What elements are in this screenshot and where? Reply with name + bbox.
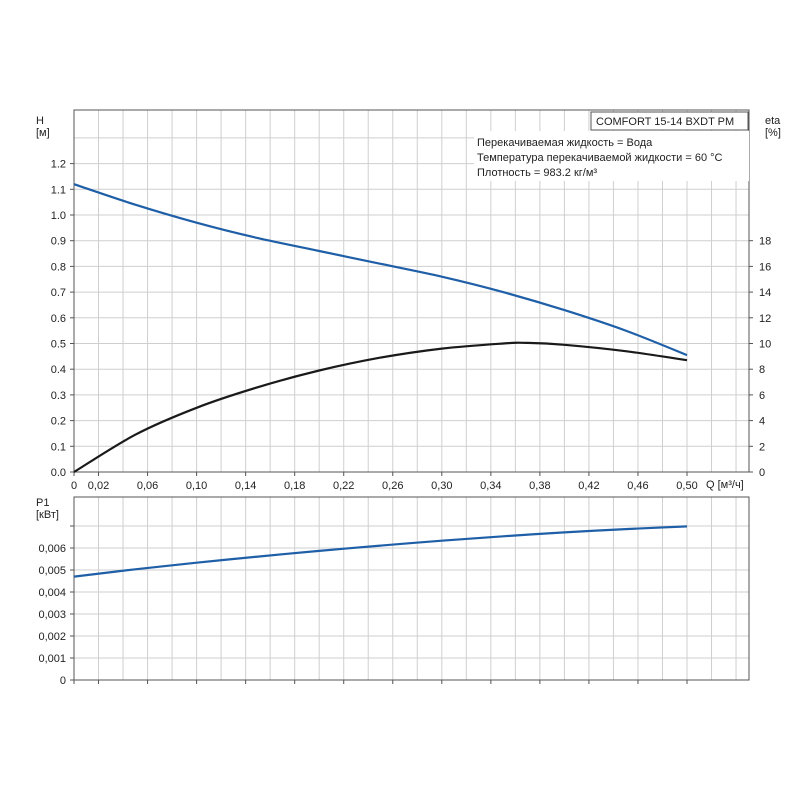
y2-tick-label: 18 [759, 236, 771, 248]
power-curve [73, 525, 688, 578]
bottom-plot-frame [73, 496, 750, 681]
info-line-fluid: Перекачиваемая жидкость = Вода [477, 137, 653, 149]
p1-tick-label: 0,006 [38, 543, 66, 555]
x-tick-label: 0,02 [88, 480, 109, 492]
y-tick-label: 1.0 [51, 210, 66, 222]
y2-tick-label: 2 [759, 441, 765, 453]
x-tick-label: 0,06 [137, 480, 158, 492]
y-tick-label: 1.2 [51, 159, 66, 171]
info-background [474, 131, 749, 181]
y2-tick-label: 6 [759, 390, 765, 402]
x-tick-label: 0,14 [235, 480, 256, 492]
y-axis-unit-p1: [кВт] [36, 509, 59, 521]
p1-tick-label: 0,003 [38, 609, 66, 621]
y2-tick-label: 10 [759, 339, 771, 351]
title-box [590, 111, 749, 131]
bottom-grid [74, 497, 749, 680]
y-tick-label: 0.1 [51, 441, 66, 453]
top-tick-labels: 0.0 0.1 0.2 0.3 0.4 0.5 0.6 0.7 0.8 0.9 1.0 1.1 1.2 0… [51, 159, 772, 492]
top-series [73, 183, 688, 473]
x-tick-label: 0,26 [382, 480, 403, 492]
y-tick-label: 0.4 [51, 364, 66, 376]
y-tick-label: 0.2 [51, 416, 66, 428]
x-tick-label: 0,38 [529, 480, 550, 492]
y-tick-label: 0.8 [51, 261, 66, 273]
x-tick-label: 0,22 [333, 480, 354, 492]
x-tick-label: 0,34 [480, 480, 501, 492]
y-tick-label: 0.3 [51, 390, 66, 402]
x-tick-label: 0,30 [431, 480, 452, 492]
y2-tick-label: 14 [759, 287, 771, 299]
info-line-density: Плотность = 983.2 кг/м³ [477, 167, 597, 179]
p1-tick-label: 0,004 [38, 587, 66, 599]
efficiency-curve [73, 341, 688, 473]
y2-axis-label-eta: eta [765, 115, 781, 127]
x-tick-label: 0 [71, 480, 77, 492]
x-tick-label: 0,46 [627, 480, 648, 492]
y-tick-label: 0.6 [51, 313, 66, 325]
p1-tick-label: 0 [60, 675, 66, 687]
y-axis-label-h: H [36, 115, 44, 127]
y-axis-unit-h: [м] [36, 127, 50, 139]
y2-tick-label: 12 [759, 313, 771, 325]
info-line-temperature: Температура перекачиваемой жидкости = 60… [477, 152, 723, 164]
y2-tick-label: 4 [759, 416, 765, 428]
y2-tick-label: 16 [759, 261, 771, 273]
bottom-tick-labels: 0 0,001 0,002 0,003 0,004 0,005 0,006 [38, 525, 688, 687]
x-axis-label-q: Q [м³/ч] [706, 479, 744, 491]
chart-title: COMFORT 15-14 BXDT PM [596, 116, 734, 128]
p1-tick-label: 0,005 [38, 565, 66, 577]
x-tick-label: 0,18 [284, 480, 305, 492]
y2-tick-label: 8 [759, 364, 765, 376]
x-tick-label: 0,42 [578, 480, 599, 492]
bottom-series [73, 525, 688, 578]
y2-tick-label: 0 [759, 467, 765, 479]
p1-tick-label: 0,002 [38, 631, 66, 643]
y-tick-label: 0.9 [51, 236, 66, 248]
x-tick-label: 0,50 [676, 480, 697, 492]
y2-axis-unit-eta: [%] [765, 127, 781, 139]
y-tick-label: 0.5 [51, 339, 66, 351]
top-plot-frame [73, 109, 750, 473]
y-tick-label: 1.1 [51, 184, 66, 196]
x-tick-label: 0,10 [186, 480, 207, 492]
y-tick-label: 0.7 [51, 287, 66, 299]
head-curve [73, 183, 688, 357]
y-axis-label-p1: P1 [36, 497, 49, 509]
y-tick-label: 0.0 [51, 467, 66, 479]
p1-tick-label: 0,001 [38, 653, 66, 665]
